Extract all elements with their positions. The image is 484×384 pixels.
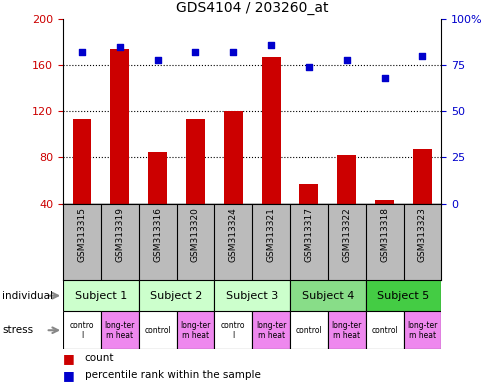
Text: ■: ■ bbox=[63, 369, 75, 382]
Bar bbox=[336, 155, 355, 204]
Text: GSM313321: GSM313321 bbox=[266, 207, 275, 262]
Bar bbox=[365, 280, 440, 311]
Text: GSM313319: GSM313319 bbox=[115, 207, 124, 262]
Point bbox=[342, 57, 350, 63]
Bar bbox=[110, 49, 129, 204]
Text: Subject 5: Subject 5 bbox=[377, 291, 429, 301]
Text: GSM313324: GSM313324 bbox=[228, 207, 237, 262]
Point bbox=[78, 49, 86, 55]
Bar bbox=[365, 311, 403, 349]
Bar bbox=[374, 200, 393, 204]
Text: individual: individual bbox=[2, 291, 53, 301]
Text: control: control bbox=[295, 326, 322, 335]
Text: Subject 4: Subject 4 bbox=[301, 291, 353, 301]
Bar bbox=[214, 311, 252, 349]
Text: contro
l: contro l bbox=[70, 321, 94, 340]
Text: GSM313322: GSM313322 bbox=[342, 207, 350, 262]
Text: GSM313316: GSM313316 bbox=[153, 207, 162, 262]
Point bbox=[418, 53, 425, 59]
Bar bbox=[261, 57, 280, 204]
Bar bbox=[289, 280, 365, 311]
Text: GSM313320: GSM313320 bbox=[191, 207, 199, 262]
Text: Subject 3: Subject 3 bbox=[226, 291, 278, 301]
Text: GSM313318: GSM313318 bbox=[379, 207, 388, 262]
Text: percentile rank within the sample: percentile rank within the sample bbox=[85, 370, 260, 381]
Bar bbox=[101, 311, 138, 349]
Bar bbox=[223, 111, 242, 204]
Text: GSM313323: GSM313323 bbox=[417, 207, 426, 262]
Text: Subject 2: Subject 2 bbox=[150, 291, 202, 301]
Point bbox=[153, 57, 161, 63]
Bar bbox=[176, 311, 214, 349]
Point bbox=[116, 44, 123, 50]
Bar bbox=[299, 184, 318, 204]
Text: long-ter
m heat: long-ter m heat bbox=[105, 321, 135, 340]
Bar bbox=[185, 119, 204, 204]
Text: ■: ■ bbox=[63, 352, 75, 364]
Bar bbox=[214, 280, 289, 311]
Text: control: control bbox=[370, 326, 397, 335]
Text: Subject 1: Subject 1 bbox=[75, 291, 127, 301]
Bar bbox=[148, 152, 166, 204]
Bar bbox=[412, 149, 431, 204]
Bar bbox=[138, 280, 214, 311]
Text: GSM313317: GSM313317 bbox=[304, 207, 313, 262]
Bar bbox=[289, 311, 327, 349]
Text: long-ter
m heat: long-ter m heat bbox=[180, 321, 210, 340]
Bar bbox=[63, 311, 101, 349]
Text: GSM313315: GSM313315 bbox=[77, 207, 86, 262]
Point bbox=[267, 42, 274, 48]
Bar bbox=[403, 311, 440, 349]
Bar bbox=[63, 280, 138, 311]
Text: long-ter
m heat: long-ter m heat bbox=[256, 321, 286, 340]
Bar bbox=[327, 311, 365, 349]
Text: control: control bbox=[144, 326, 171, 335]
Bar bbox=[138, 311, 176, 349]
Point bbox=[191, 49, 199, 55]
Text: contro
l: contro l bbox=[221, 321, 245, 340]
Point bbox=[304, 64, 312, 70]
Text: long-ter
m heat: long-ter m heat bbox=[331, 321, 361, 340]
Bar bbox=[252, 311, 289, 349]
Text: stress: stress bbox=[2, 325, 33, 335]
Point bbox=[229, 49, 237, 55]
Title: GDS4104 / 203260_at: GDS4104 / 203260_at bbox=[176, 2, 328, 15]
Text: long-ter
m heat: long-ter m heat bbox=[407, 321, 437, 340]
Point bbox=[380, 75, 388, 81]
Bar bbox=[73, 119, 91, 204]
Text: count: count bbox=[85, 353, 114, 363]
